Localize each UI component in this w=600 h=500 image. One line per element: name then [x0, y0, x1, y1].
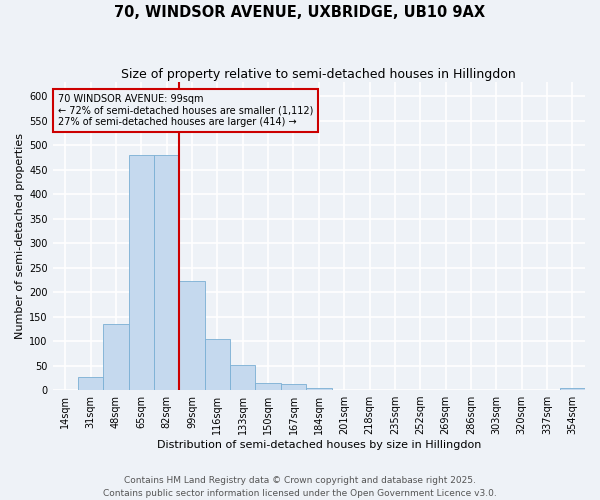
- Bar: [205, 338, 230, 390]
- Bar: [560, 388, 585, 390]
- Text: Contains HM Land Registry data © Crown copyright and database right 2025.
Contai: Contains HM Land Registry data © Crown c…: [103, 476, 497, 498]
- Bar: [306, 388, 332, 390]
- Bar: [256, 383, 281, 390]
- Text: 70, WINDSOR AVENUE, UXBRIDGE, UB10 9AX: 70, WINDSOR AVENUE, UXBRIDGE, UB10 9AX: [115, 5, 485, 20]
- Bar: [154, 155, 179, 390]
- X-axis label: Distribution of semi-detached houses by size in Hillingdon: Distribution of semi-detached houses by …: [157, 440, 481, 450]
- Bar: [103, 324, 129, 390]
- Bar: [281, 384, 306, 390]
- Y-axis label: Number of semi-detached properties: Number of semi-detached properties: [15, 133, 25, 339]
- Text: 70 WINDSOR AVENUE: 99sqm
← 72% of semi-detached houses are smaller (1,112)
27% o: 70 WINDSOR AVENUE: 99sqm ← 72% of semi-d…: [58, 94, 313, 127]
- Bar: [129, 155, 154, 390]
- Bar: [78, 377, 103, 390]
- Title: Size of property relative to semi-detached houses in Hillingdon: Size of property relative to semi-detach…: [121, 68, 516, 80]
- Bar: [179, 282, 205, 390]
- Bar: [230, 365, 256, 390]
